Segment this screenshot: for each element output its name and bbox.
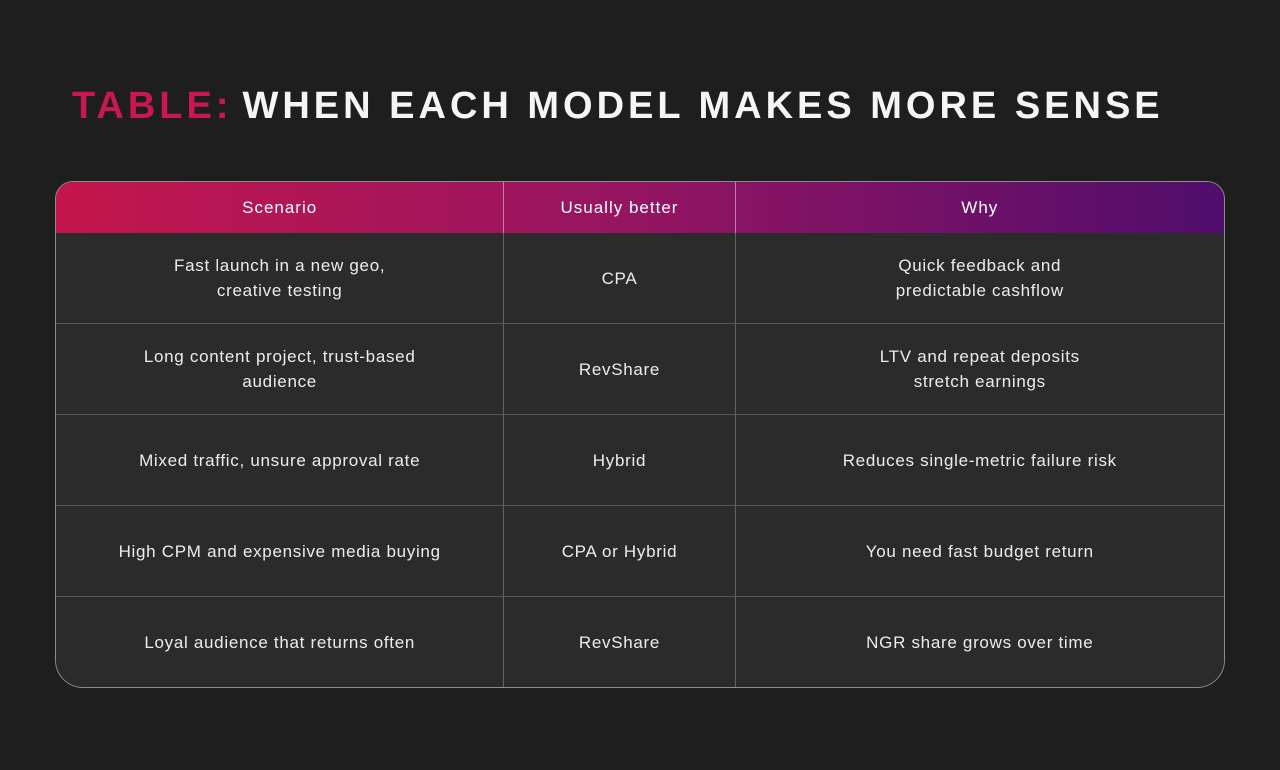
- column-header-why: Why: [734, 182, 1224, 233]
- table-row: Mixed traffic, unsure approval rate Hybr…: [56, 414, 1224, 505]
- cell-why: NGR share grows over time: [734, 597, 1224, 687]
- page-title-text: WHEN EACH MODEL MAKES MORE SENSE: [242, 85, 1164, 127]
- table-header: Scenario Usually better Why: [56, 182, 1224, 233]
- table-row: Fast launch in a new geo, creative testi…: [56, 233, 1224, 323]
- cell-scenario: High CPM and expensive media buying: [118, 541, 441, 561]
- cell-why: You need fast budget return: [734, 506, 1224, 596]
- cell-usually-better: Hybrid: [503, 415, 734, 505]
- cell-usually-better: RevShare: [503, 597, 734, 687]
- table-row: Loyal audience that returns often RevSha…: [56, 596, 1224, 687]
- page-title-prefix: TABLE:: [72, 85, 233, 127]
- column-header-usually-better: Usually better: [503, 182, 734, 233]
- comparison-table: Scenario Usually better Why Fast launch …: [55, 181, 1225, 688]
- cell-why: Reduces single-metric failure risk: [734, 415, 1224, 505]
- cell-scenario: Loyal audience that returns often: [144, 632, 416, 652]
- cell-why: Quick feedback and predictable cashflow: [734, 233, 1224, 323]
- page-title: TABLE: WHEN EACH MODEL MAKES MORE SENSE: [72, 85, 1164, 128]
- cell-scenario: Fast launch in a new geo, creative testi…: [174, 256, 386, 300]
- cell-usually-better: CPA or Hybrid: [503, 506, 734, 596]
- cell-scenario: Long content project, trust-based audien…: [143, 347, 416, 391]
- cell-why: LTV and repeat deposits stretch earnings: [734, 324, 1224, 414]
- cell-usually-better: CPA: [503, 233, 734, 323]
- table-row: High CPM and expensive media buying CPA …: [56, 505, 1224, 596]
- table-row: Long content project, trust-based audien…: [56, 323, 1224, 414]
- cell-scenario: Mixed traffic, unsure approval rate: [139, 450, 421, 470]
- cell-usually-better: RevShare: [503, 324, 734, 414]
- column-header-scenario: Scenario: [242, 197, 318, 217]
